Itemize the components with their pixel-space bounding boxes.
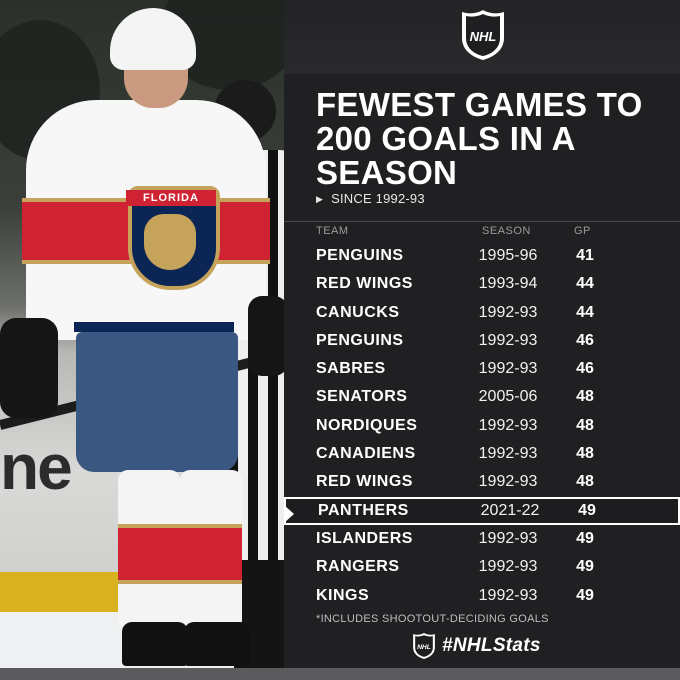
season-value: 1992-93 bbox=[478, 360, 538, 378]
season-value: 1992-93 bbox=[478, 303, 538, 321]
team-name: PENGUINS bbox=[316, 331, 404, 349]
season-value: 1995-96 bbox=[478, 247, 538, 264]
skate-left bbox=[122, 622, 188, 666]
bottom-bar bbox=[0, 668, 680, 680]
season-value: 1992-93 bbox=[478, 529, 538, 547]
graphic-title: FEWEST GAMES TO 200 GOALS IN A SEASON bbox=[316, 86, 643, 191]
table-row: RED WINGS 1992-93 48 bbox=[284, 468, 680, 496]
header-season: SEASON bbox=[482, 225, 531, 237]
rink-board-text: ne bbox=[0, 431, 73, 503]
team-name: PANTHERS bbox=[318, 501, 409, 519]
table-row: SENATORS 2005-06 48 bbox=[284, 383, 680, 411]
nhl-logo-small-text: NHL bbox=[417, 644, 431, 651]
table-row: RED WINGS 1993-94 44 bbox=[284, 270, 680, 298]
jersey-hem bbox=[74, 322, 234, 332]
panther-icon bbox=[144, 214, 196, 270]
gp-value: 48 bbox=[576, 388, 594, 406]
table-row: PENGUINS 1995-96 41 bbox=[284, 242, 680, 270]
stats-panel bbox=[284, 74, 680, 668]
team-name: ISLANDERS bbox=[316, 529, 413, 547]
header-team: TEAM bbox=[316, 225, 349, 237]
hashtag-lockup: NHL #NHLStats bbox=[412, 632, 541, 660]
table-row: PENGUINS 1992-93 46 bbox=[284, 327, 680, 355]
skate-right bbox=[184, 622, 250, 666]
season-value: 2005-06 bbox=[478, 388, 538, 406]
team-name: KINGS bbox=[316, 586, 370, 604]
season-value: 1992-93 bbox=[478, 331, 538, 349]
nhl-shield-small-icon: NHL bbox=[413, 633, 435, 659]
footnote: *INCLUDES SHOOTOUT-DECIDING GOALS bbox=[316, 613, 549, 625]
subtitle-text: SINCE 1992-93 bbox=[331, 191, 425, 206]
team-name: RED WINGS bbox=[316, 275, 413, 293]
sock-stripe-left bbox=[118, 524, 180, 584]
graphic-subtitle: ▶ SINCE 1992-93 bbox=[316, 191, 425, 206]
gp-value: 44 bbox=[576, 303, 594, 321]
team-name: PENGUINS bbox=[316, 247, 404, 264]
season-value: 1992-93 bbox=[478, 416, 538, 434]
table-row: SABRES 1992-93 46 bbox=[284, 355, 680, 383]
team-name: RANGERS bbox=[316, 558, 400, 576]
table-row: CANUCKS 1992-93 44 bbox=[284, 299, 680, 327]
team-name: RED WINGS bbox=[316, 473, 413, 491]
season-value: 1992-93 bbox=[478, 473, 538, 491]
table-row-highlighted: PANTHERS 2021-22 49 bbox=[284, 496, 680, 525]
gp-value: 46 bbox=[576, 360, 594, 378]
gp-value: 48 bbox=[576, 416, 594, 434]
glove-left bbox=[0, 318, 58, 418]
season-value: 1992-93 bbox=[478, 586, 538, 604]
gp-value: 48 bbox=[576, 445, 594, 463]
nhl-shield-icon: NHL bbox=[462, 10, 504, 60]
stats-table: PENGUINS 1995-96 41 RED WINGS 1993-94 44 CAN… bbox=[284, 242, 680, 610]
table-row: NORDIQUES 1992-93 48 bbox=[284, 412, 680, 440]
sock-stripe-right bbox=[180, 524, 242, 584]
season-value: 1993-94 bbox=[478, 275, 538, 293]
team-name: NORDIQUES bbox=[316, 416, 418, 434]
table-row: KINGS 1992-93 49 bbox=[284, 582, 680, 610]
gp-value: 49 bbox=[578, 501, 596, 519]
highlight-pointer-icon bbox=[284, 505, 294, 523]
gp-value: 49 bbox=[576, 586, 594, 604]
nhl-logo-text: NHL bbox=[470, 29, 497, 44]
header-gp: GP bbox=[574, 225, 591, 237]
player-helmet bbox=[110, 8, 196, 70]
gp-value: 41 bbox=[576, 247, 594, 264]
team-name: SABRES bbox=[316, 360, 386, 378]
season-value: 2021-22 bbox=[480, 501, 540, 519]
team-name: SENATORS bbox=[316, 388, 408, 406]
table-row: CANADIENS 1992-93 48 bbox=[284, 440, 680, 468]
player-shorts bbox=[76, 332, 238, 472]
nhl-logo: NHL bbox=[460, 8, 506, 62]
gp-value: 49 bbox=[576, 558, 594, 576]
season-value: 1992-93 bbox=[478, 558, 538, 576]
table-row: RANGERS 1992-93 49 bbox=[284, 553, 680, 581]
gp-value: 49 bbox=[576, 529, 594, 547]
table-row: ISLANDERS 1992-93 49 bbox=[284, 525, 680, 553]
season-value: 1992-93 bbox=[478, 445, 538, 463]
gp-value: 48 bbox=[576, 473, 594, 491]
glove-right bbox=[248, 296, 288, 376]
player-photo: ne FLORIDA bbox=[0, 0, 300, 680]
gp-value: 44 bbox=[576, 275, 594, 293]
gp-value: 46 bbox=[576, 331, 594, 349]
team-name: CANUCKS bbox=[316, 303, 400, 321]
crest-banner: FLORIDA bbox=[126, 190, 216, 206]
triangle-icon: ▶ bbox=[316, 194, 324, 204]
hashtag: #NHLStats bbox=[442, 635, 541, 656]
table-header: TEAM SEASON GP bbox=[284, 221, 680, 240]
team-name: CANADIENS bbox=[316, 445, 416, 463]
